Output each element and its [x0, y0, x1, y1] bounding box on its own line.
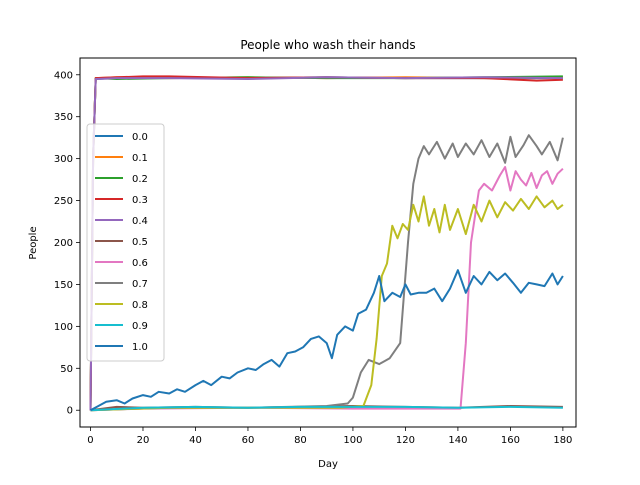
x-tick-label: 0: [87, 435, 93, 446]
series-line-0-7: [90, 134, 564, 412]
y-tick-label: 150: [54, 280, 73, 291]
legend-label: 0.9: [132, 321, 148, 332]
x-tick-label: 20: [137, 435, 150, 446]
y-tick-label: 400: [54, 70, 73, 81]
x-axis-ticks: 0 20 40 60 80 100 120 140 160 180: [87, 427, 572, 446]
x-tick-label: 100: [343, 435, 362, 446]
series-line-0-4: [89, 76, 563, 411]
legend-label: 1.0: [132, 342, 148, 353]
legend-box: [86, 123, 165, 362]
series-line-1-0: [90, 269, 564, 412]
legend-label: 0.1: [132, 153, 148, 164]
x-tick-label: 80: [294, 435, 307, 446]
x-tick-label: 120: [396, 435, 415, 446]
legend-label: 0.5: [132, 237, 148, 248]
y-tick-label: 50: [60, 364, 73, 375]
y-tick-label: 200: [54, 238, 73, 249]
x-tick-label: 160: [501, 435, 520, 446]
y-tick-label: 350: [54, 112, 73, 123]
legend-label: 0.2: [132, 174, 148, 185]
legend-label: 0.3: [132, 195, 148, 206]
x-tick-label: 180: [553, 435, 572, 446]
series-line-0-8: [90, 195, 564, 412]
legend-label: 0.0: [132, 132, 148, 143]
legend-label: 0.7: [132, 279, 148, 290]
series-line-0-9: [90, 405, 563, 412]
x-tick-label: 60: [242, 435, 255, 446]
legend: 0.0 0.1 0.2 0.3 0.4 0.5 0.6 0.7 0.8 0.9 1.0: [86, 123, 165, 362]
series-lines: [89, 75, 564, 412]
y-tick-label: 250: [54, 196, 73, 207]
y-tick-label: 100: [54, 322, 73, 333]
chart-title: People who wash their hands: [240, 38, 415, 52]
legend-label: 0.4: [132, 216, 148, 227]
legend-label: 0.8: [132, 300, 148, 311]
y-tick-label: 300: [54, 154, 73, 165]
y-axis-ticks: 0 50 100 150 200 250 300 350 400: [54, 70, 80, 417]
x-axis-label: Day: [318, 459, 338, 470]
y-axis-label: People: [28, 226, 39, 259]
y-tick-label: 0: [67, 406, 73, 417]
x-tick-label: 140: [448, 435, 467, 446]
x-tick-label: 40: [189, 435, 202, 446]
legend-label: 0.6: [132, 258, 148, 269]
series-line-0-6: [90, 166, 564, 412]
